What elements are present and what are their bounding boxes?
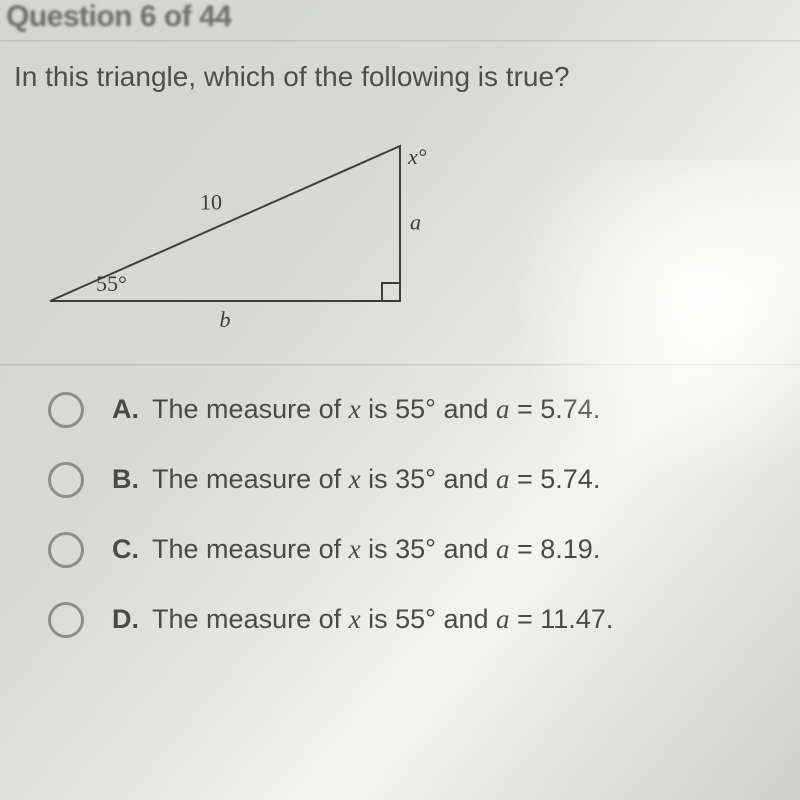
- divider-top: [0, 40, 800, 42]
- radio-a[interactable]: [48, 392, 84, 428]
- question-counter: Question 6 of 44: [0, 0, 800, 40]
- left-angle-label: 55°: [96, 271, 127, 296]
- hypotenuse-label: 10: [200, 189, 222, 214]
- option-b[interactable]: B. The measure of x is 35° and a = 5.74.: [48, 462, 800, 498]
- option-d[interactable]: D. The measure of x is 55° and a = 11.47…: [48, 602, 800, 638]
- option-a[interactable]: A. The measure of x is 55° and a = 5.74.: [48, 392, 800, 428]
- radio-b[interactable]: [48, 462, 84, 498]
- option-c[interactable]: C. The measure of x is 35° and a = 8.19.: [48, 532, 800, 568]
- right-angle-marker: [382, 283, 400, 301]
- top-angle-label: x°: [407, 144, 427, 169]
- question-prompt: In this triangle, which of the following…: [0, 58, 800, 96]
- option-a-text: A. The measure of x is 55° and a = 5.74.: [112, 394, 600, 425]
- radio-d[interactable]: [48, 602, 84, 638]
- answer-options: A. The measure of x is 55° and a = 5.74.…: [0, 392, 800, 638]
- option-d-text: D. The measure of x is 55° and a = 11.47…: [112, 604, 613, 635]
- triangle-figure: 10 x° 55° a b: [0, 96, 800, 356]
- triangle-svg: 10 x° 55° a b: [40, 116, 460, 346]
- option-c-text: C. The measure of x is 35° and a = 8.19.: [112, 534, 600, 565]
- side-a-label: a: [410, 209, 421, 234]
- side-b-label: b: [220, 307, 231, 332]
- divider-mid: [0, 364, 800, 366]
- option-b-text: B. The measure of x is 35° and a = 5.74.: [112, 464, 600, 495]
- radio-c[interactable]: [48, 532, 84, 568]
